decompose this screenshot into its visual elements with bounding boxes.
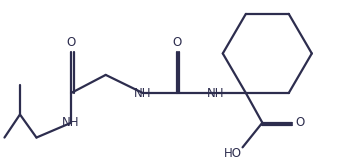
Text: NH: NH — [62, 116, 80, 129]
Text: O: O — [295, 116, 305, 129]
Text: O: O — [172, 36, 181, 49]
Text: NH: NH — [207, 87, 224, 99]
Text: NH: NH — [134, 87, 152, 99]
Text: O: O — [66, 36, 76, 49]
Text: HO: HO — [224, 147, 242, 160]
